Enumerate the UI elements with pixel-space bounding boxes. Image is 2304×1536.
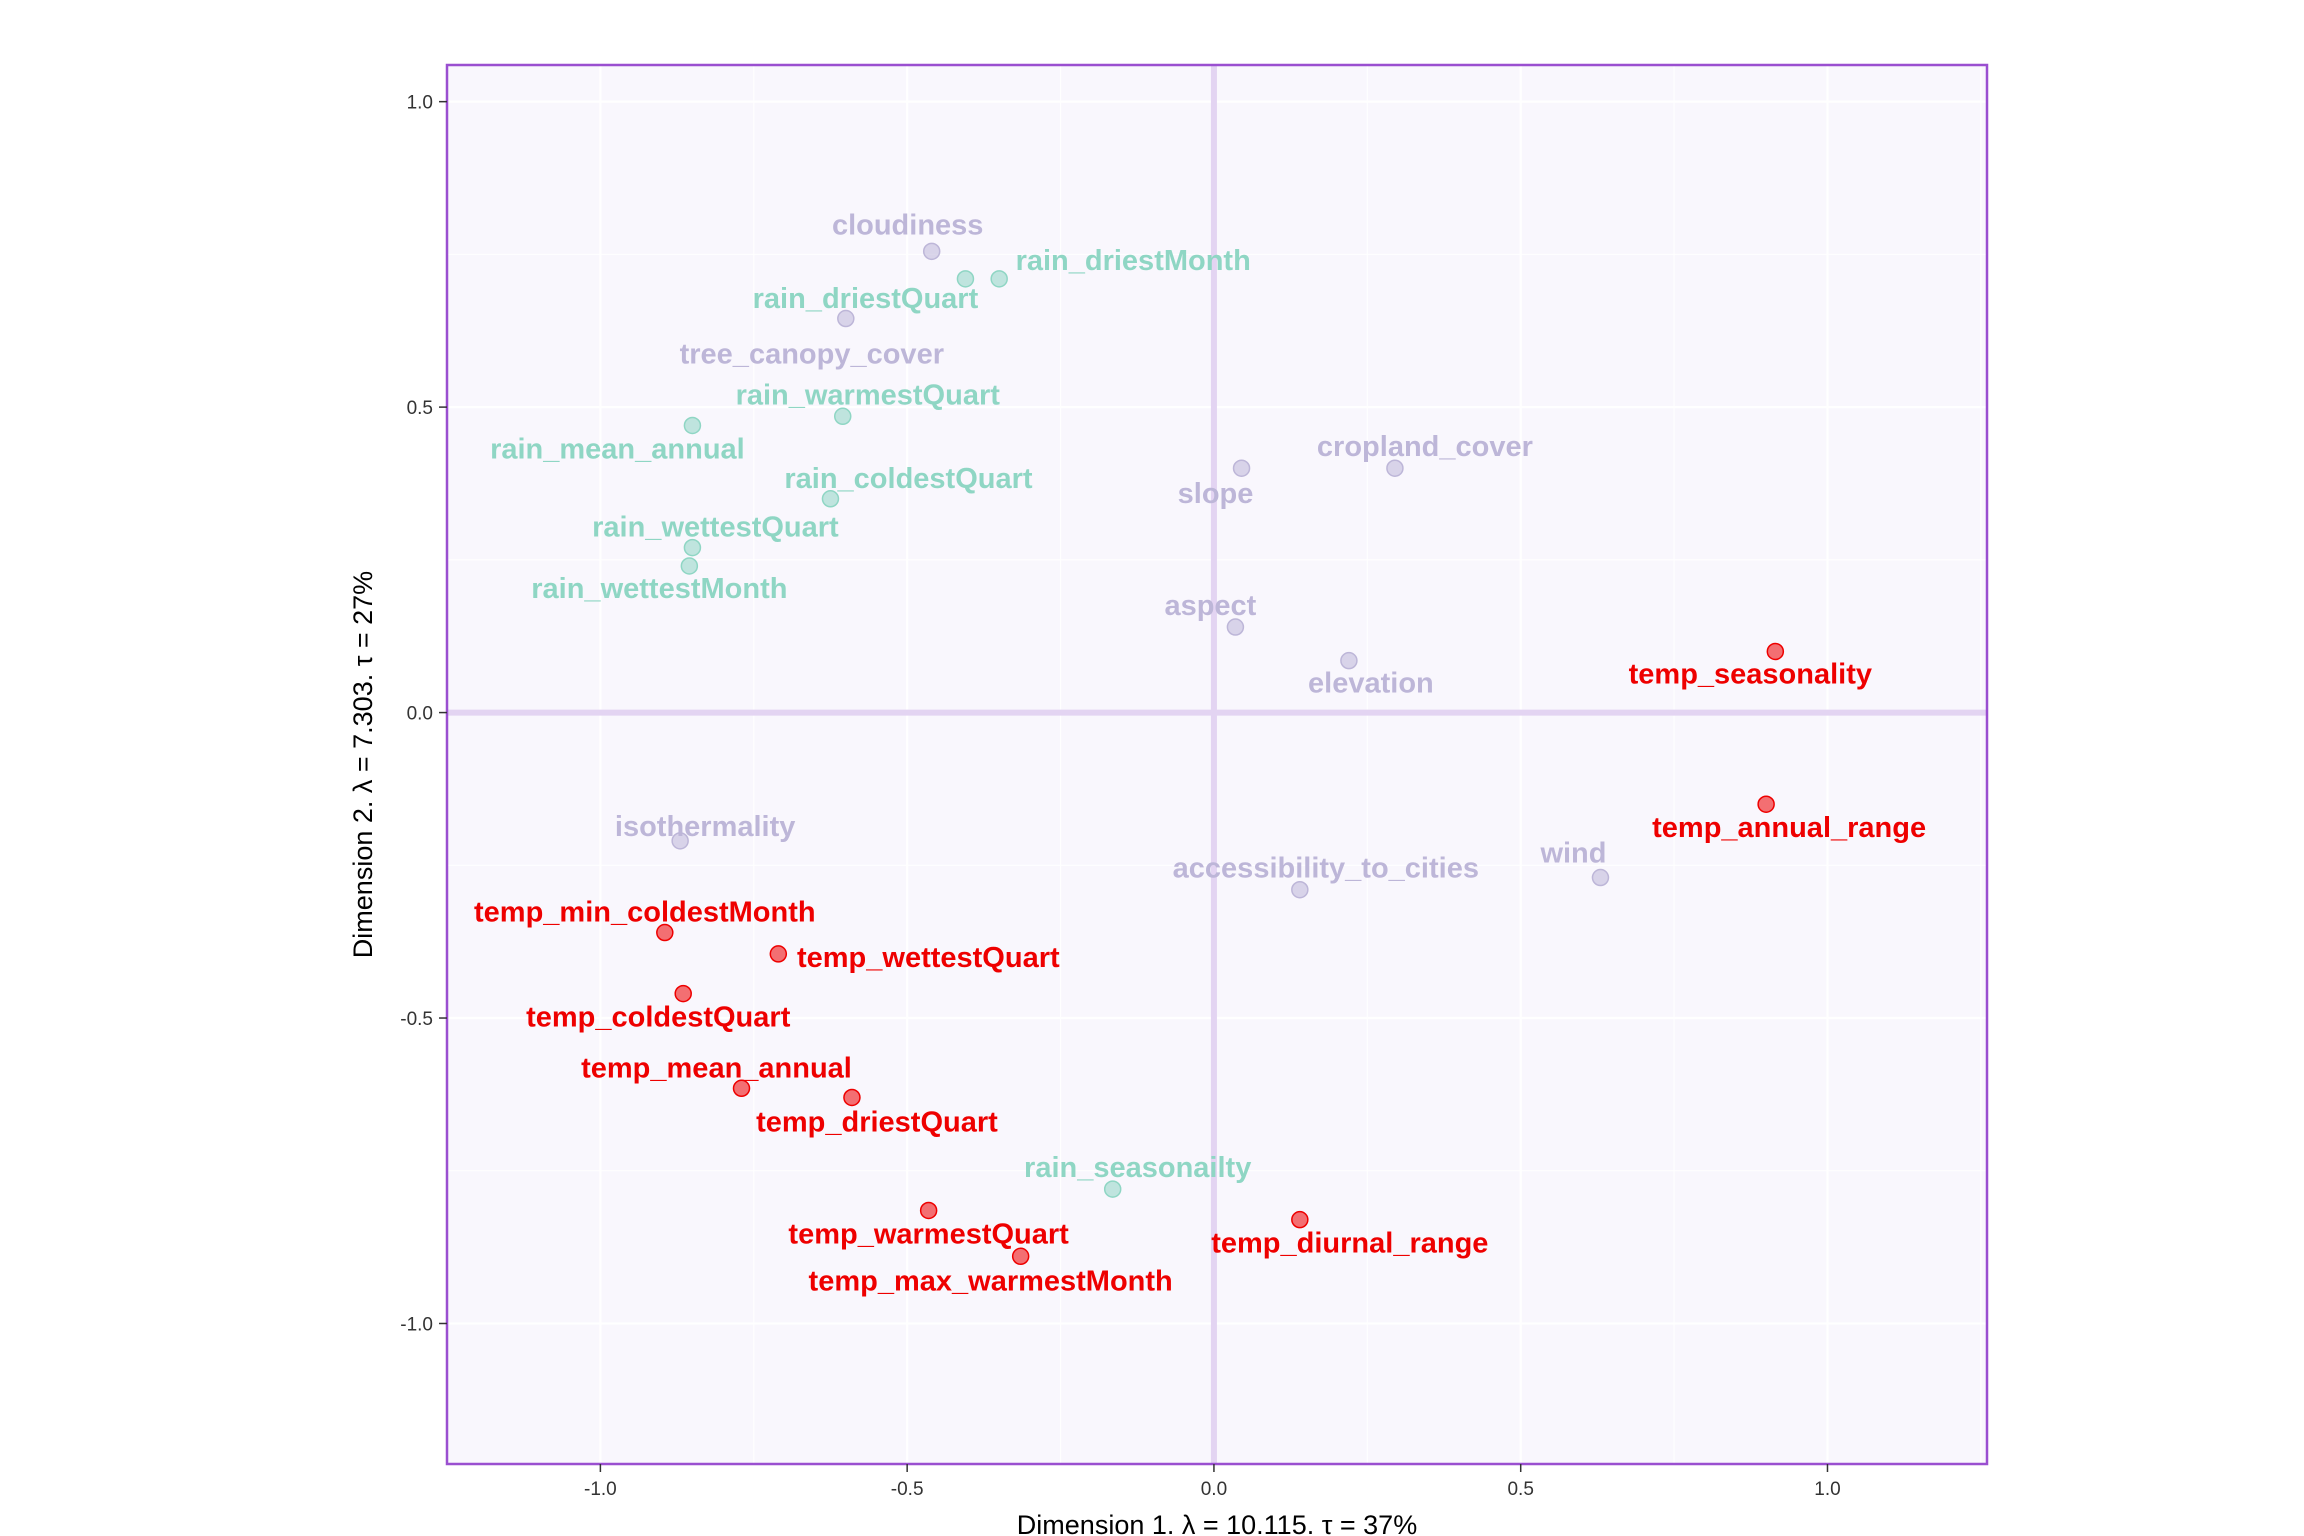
plot-panel [447, 65, 1987, 1464]
data-label-temp-annual-range: temp_annual_range [1652, 812, 1926, 844]
data-point-temp-diurnal-range [1291, 1210, 1309, 1229]
data-point-temp-max-warmestmonth [1011, 1247, 1030, 1266]
x-tick-label: -0.5 [891, 1479, 924, 1500]
data-label-temp-seasonality: temp_seasonality [1629, 658, 1872, 690]
x-axis-title: Dimension 1. λ = 10.115. τ = 37% [1017, 1510, 1417, 1536]
data-point-rain-wettestmonth [680, 557, 699, 575]
axis-ticks: -1.0 -0.5 0.0 0.5 1.0 1.0 0.5 0.0 -0.5 -1.0 [400, 93, 1840, 1500]
data-point-rain-driestmonth [990, 270, 1008, 288]
data-point-accessibility-to-cities [1291, 880, 1309, 899]
x-tick-label: 0.0 [1201, 1479, 1227, 1500]
data-point-rain-driestquart [956, 270, 975, 288]
data-point-rain-seasonailty [1103, 1180, 1122, 1198]
data-label-temp-driestquart: temp_driestQuart [756, 1106, 998, 1138]
data-label-temp-wettestquart: temp_wettestQuart [797, 942, 1060, 974]
data-label-wind: wind [1539, 838, 1606, 870]
data-label-tree-canopy-cover: tree_canopy_cover [680, 339, 944, 371]
data-label-rain-seasonailty: rain_seasonailty [1024, 1152, 1251, 1184]
data-point-temp-seasonality [1766, 642, 1785, 661]
plot-border [445, 63, 1989, 1466]
data-label-cropland-cover: cropland_cover [1317, 431, 1533, 463]
data-label-temp-max-warmestmonth: temp_max_warmestMonth [809, 1265, 1173, 1297]
y-tick-label: -0.5 [400, 1009, 433, 1030]
x-tick-label: 0.5 [1507, 1479, 1533, 1500]
data-labels: cloudiness tree_canopy_cover cropland_cove… [474, 209, 1926, 1297]
data-label-temp-min-coldestmonth: temp_min_coldestMonth [474, 897, 816, 929]
data-label-accessibility-to-cities: accessibility_to_cities [1173, 853, 1479, 885]
data-points [656, 242, 1785, 1266]
data-point-aspect [1226, 618, 1245, 636]
data-point-slope [1232, 459, 1251, 477]
data-point-isothermality [671, 832, 689, 850]
data-point-cropland-cover [1386, 459, 1404, 477]
data-point-tree-canopy-cover [837, 309, 855, 328]
data-label-isothermality: isothermality [615, 811, 796, 843]
x-tick-label: 1.0 [1814, 1479, 1840, 1500]
data-label-cloudiness: cloudiness [832, 209, 984, 241]
data-label-rain-driestmonth: rain_driestMonth [1016, 245, 1251, 277]
data-point-rain-coldestquart [821, 490, 840, 508]
y-tick-label: 0.0 [407, 704, 433, 725]
data-point-elevation [1340, 651, 1358, 670]
data-point-temp-warmestquart [919, 1201, 938, 1220]
data-label-aspect: aspect [1164, 590, 1256, 622]
data-point-temp-annual-range [1757, 795, 1775, 813]
x-tick-label: -1.0 [584, 1479, 617, 1500]
data-point-wind [1591, 868, 1610, 887]
y-axis-title: Dimension 2. λ = 7.303. τ = 27% [348, 571, 378, 958]
y-tick-label: 0.5 [407, 398, 433, 419]
data-point-rain-warmestquart [833, 407, 852, 426]
data-label-rain-mean-annual: rain_mean_annual [490, 433, 745, 465]
data-point-temp-min-coldestmonth [656, 923, 674, 942]
zero-lines [447, 65, 1987, 1464]
y-tick-label: -1.0 [400, 1314, 433, 1335]
data-label-rain-wettestmonth: rain_wettestMonth [531, 573, 787, 605]
data-label-temp-warmestquart: temp_warmestQuart [788, 1218, 1069, 1250]
y-tick-label: 1.0 [407, 93, 433, 114]
data-point-cloudiness [922, 242, 941, 261]
data-label-temp-diurnal-range: temp_diurnal_range [1211, 1228, 1488, 1260]
data-point-rain-wettestquart [683, 538, 702, 557]
data-label-temp-mean-annual: temp_mean_annual [581, 1052, 852, 1084]
data-label-rain-warmestquart: rain_warmestQuart [736, 379, 1001, 411]
data-label-rain-driestquart: rain_driestQuart [753, 283, 979, 315]
data-point-temp-coldestquart [674, 984, 692, 1003]
data-point-temp-driestquart [843, 1088, 861, 1107]
data-label-temp-coldestquart: temp_coldestQuart [526, 1002, 791, 1034]
data-point-temp-wettestquart [769, 945, 788, 963]
data-point-rain-mean-annual [683, 416, 702, 435]
data-label-elevation: elevation [1308, 668, 1434, 700]
data-point-temp-mean-annual [732, 1079, 751, 1098]
data-label-rain-coldestquart: rain_coldestQuart [784, 463, 1033, 495]
data-label-rain-wettestquart: rain_wettestQuart [592, 512, 839, 544]
data-label-slope: slope [1178, 478, 1254, 510]
